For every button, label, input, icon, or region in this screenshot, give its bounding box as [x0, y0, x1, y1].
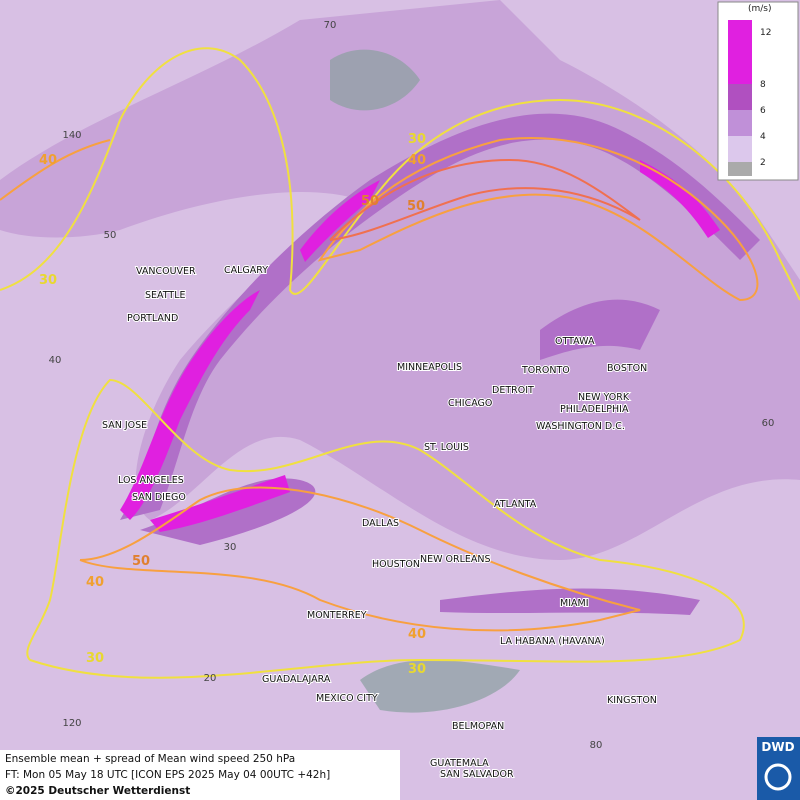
grid-label: 30 [224, 542, 237, 553]
legend-swatch [728, 162, 752, 176]
city-label: DETROIT [492, 385, 534, 396]
contour-label: 50 [132, 554, 150, 569]
contour-label: 50 [407, 199, 425, 214]
city-label: PORTLAND [127, 313, 178, 324]
contour-label: 30 [86, 651, 104, 666]
contour-label: 40 [408, 627, 426, 642]
legend-label: 12 [760, 28, 771, 38]
contour-label: 40 [408, 153, 426, 168]
contour-label: 50 [361, 194, 379, 209]
legend-label: 6 [760, 106, 766, 116]
grid-labels: 70 140 50 40 60 30 20 120 80 [49, 20, 775, 751]
legend-swatch [728, 84, 752, 110]
city-label: MEXICO CITY [316, 693, 378, 704]
grid-label: 40 [49, 355, 62, 366]
contour-label: 30 [39, 273, 57, 288]
legend: (m/s) 12 8 6 4 2 [717, 1, 799, 181]
grid-label: 140 [62, 130, 81, 141]
city-label: OTTAWA [555, 336, 595, 347]
contours [0, 47, 800, 679]
contour-label: 30 [408, 662, 426, 677]
logo-swirl [764, 763, 792, 791]
logo-text: DWD [761, 740, 794, 754]
wind-core [120, 160, 720, 532]
city-labels: VANCOUVER CALGARY SEATTLE PORTLAND MINNEAPOL… [101, 264, 658, 781]
city-label: SAN DIEGO [132, 492, 186, 503]
city-label: SAN SALVADOR [440, 769, 514, 780]
city-label: GUATEMALA [430, 758, 489, 769]
city-label: WASHINGTON D.C. [536, 421, 625, 432]
city-label: DALLAS [362, 518, 399, 529]
city-label: GUADALAJARA [262, 674, 331, 685]
city-label: BELMOPAN [452, 721, 504, 732]
city-label: SEATTLE [145, 290, 186, 301]
grid-label: 60 [762, 418, 775, 429]
terrain [330, 49, 520, 713]
city-label: NEW ORLEANS [420, 554, 491, 565]
city-label: CALGARY [224, 265, 268, 276]
grid-label: 50 [104, 230, 117, 241]
legend-label: 4 [760, 132, 766, 142]
city-label: PHILADELPHIA [560, 404, 629, 415]
grid-label: 20 [204, 673, 217, 684]
legend-unit: (m/s) [748, 4, 772, 14]
legend-label: 2 [760, 158, 766, 168]
city-label: NEW YORK [578, 392, 630, 403]
city-label: SAN JOSE [102, 420, 147, 431]
footer-box [0, 750, 400, 800]
city-label: MIAMI [560, 598, 589, 609]
contour-label: 40 [86, 575, 104, 590]
grid-label: 120 [62, 718, 81, 729]
city-label: CHICAGO [448, 398, 492, 409]
city-label: KINGSTON [607, 695, 657, 706]
city-label: ATLANTA [494, 499, 537, 510]
city-label: LA HABANA (HAVANA) [500, 636, 605, 647]
city-label: MINNEAPOLIS [397, 362, 462, 373]
legend-swatch [728, 20, 752, 84]
footer-copyright: ©2025 Deutscher Wetterdienst [5, 785, 190, 797]
contour-labels: 30 40 50 40 50 30 50 40 30 40 30 [39, 132, 426, 677]
footer-forecast: FT: Mon 05 May 18 UTC [ICON EPS 2025 May… [5, 769, 330, 781]
city-label: TORONTO [521, 365, 570, 376]
grid-label: 70 [324, 20, 337, 31]
contour-label: 40 [39, 153, 57, 168]
legend-swatch [728, 110, 752, 136]
city-label: BOSTON [607, 363, 647, 374]
grid-label: 80 [590, 740, 603, 751]
contour-label: 30 [408, 132, 426, 147]
city-label: HOUSTON [372, 559, 420, 570]
footer-title: Ensemble mean + spread of Mean wind spee… [5, 753, 295, 765]
city-label: LOS ANGELES [118, 475, 184, 486]
city-label: MONTERREY [307, 610, 367, 621]
city-label: VANCOUVER [136, 266, 196, 277]
city-label: ST. LOUIS [424, 442, 469, 453]
legend-swatch [728, 136, 752, 162]
legend-label: 8 [760, 80, 766, 90]
